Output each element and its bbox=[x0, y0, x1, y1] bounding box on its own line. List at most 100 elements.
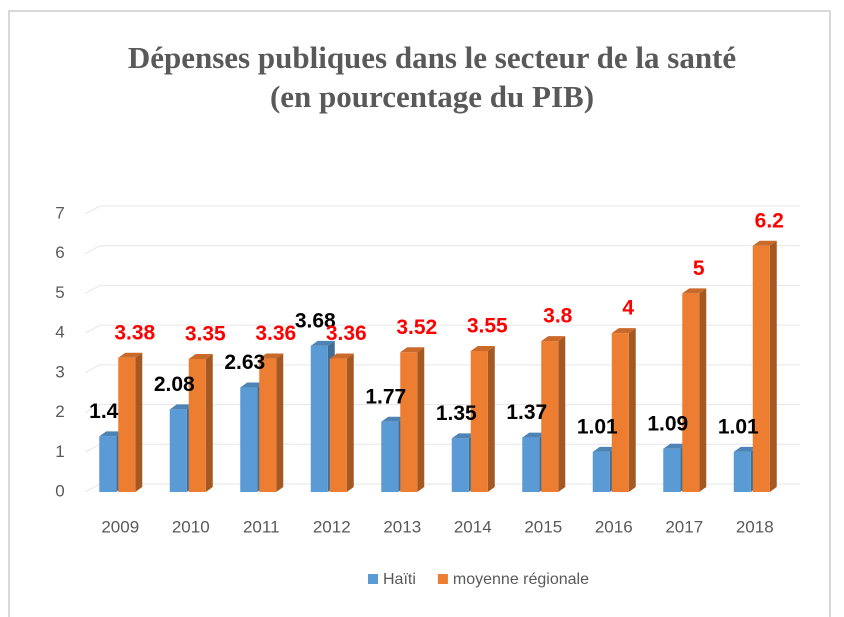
data-label: 3.36 bbox=[255, 322, 296, 345]
bar-front bbox=[682, 293, 700, 492]
bar-side bbox=[487, 346, 495, 492]
bar-top bbox=[329, 353, 354, 359]
bar-top bbox=[310, 340, 335, 346]
bar-front bbox=[188, 358, 206, 492]
bar-front bbox=[592, 451, 610, 492]
bar-side bbox=[769, 240, 777, 492]
bar-top bbox=[240, 382, 265, 388]
grid-line bbox=[84, 205, 800, 215]
bar-side bbox=[276, 353, 284, 492]
data-label: 3.38 bbox=[114, 321, 155, 344]
x-tick-label: 2009 bbox=[101, 517, 139, 536]
bar-front bbox=[310, 345, 328, 492]
legend-label: moyenne régionale bbox=[453, 571, 589, 588]
data-label: 3.68 bbox=[295, 309, 336, 332]
frame bbox=[8, 10, 831, 617]
bar-side bbox=[205, 353, 213, 492]
bar-front bbox=[522, 437, 540, 492]
x-tick-label: 2018 bbox=[736, 517, 774, 536]
y-tick-label: 2 bbox=[55, 402, 64, 421]
bar-top bbox=[400, 347, 425, 353]
bar-top bbox=[451, 433, 476, 439]
legend-label: Haïti bbox=[383, 571, 416, 588]
x-tick-label: 2015 bbox=[524, 517, 562, 536]
y-tick-label: 3 bbox=[55, 362, 64, 381]
chart-subtitle: (en pourcentage du PIB) bbox=[269, 79, 595, 114]
data-label: 3.35 bbox=[185, 323, 226, 346]
bar-top bbox=[188, 353, 213, 359]
bar bbox=[329, 353, 354, 492]
data-label: 3.52 bbox=[396, 316, 437, 339]
grid-line bbox=[84, 245, 800, 255]
bar-top bbox=[470, 346, 495, 352]
bar bbox=[259, 353, 284, 492]
bar-front bbox=[400, 352, 418, 492]
bar-top bbox=[259, 353, 284, 359]
y-tick-label: 1 bbox=[55, 442, 64, 461]
bar bbox=[522, 432, 547, 492]
bar-top bbox=[522, 432, 547, 438]
bar-front bbox=[259, 358, 277, 492]
bar-front bbox=[663, 448, 681, 492]
grid-line bbox=[84, 324, 800, 334]
y-tick-label: 0 bbox=[55, 481, 64, 500]
grid-line bbox=[84, 364, 800, 374]
bar-top bbox=[99, 431, 124, 437]
chart-title: Dépenses publiques dans le secteur de la… bbox=[127, 40, 737, 75]
data-label: 1.37 bbox=[506, 401, 547, 424]
x-tick-label: 2013 bbox=[383, 517, 421, 536]
bar-top bbox=[682, 288, 707, 294]
bar-top bbox=[169, 404, 194, 410]
data-label: 3.36 bbox=[326, 322, 367, 345]
y-tick-label: 5 bbox=[55, 283, 64, 302]
x-tick-label: 2012 bbox=[313, 517, 351, 536]
data-label: 6.2 bbox=[755, 209, 784, 232]
bar-side bbox=[699, 288, 707, 492]
bar-front bbox=[118, 357, 136, 492]
data-label: 1.09 bbox=[647, 412, 688, 435]
bar bbox=[541, 336, 566, 492]
data-label: 2.08 bbox=[154, 373, 195, 396]
bar-front bbox=[99, 436, 117, 492]
data-label: 1.35 bbox=[436, 402, 477, 425]
x-tick-label: 2016 bbox=[595, 517, 633, 536]
x-tick-label: 2011 bbox=[243, 517, 280, 536]
bar-side bbox=[628, 328, 636, 492]
bar-top bbox=[541, 336, 566, 342]
bar-front bbox=[752, 245, 770, 492]
x-tick-label: 2010 bbox=[172, 517, 210, 536]
bar-front bbox=[451, 438, 469, 492]
bar-front bbox=[611, 333, 629, 492]
bar-top bbox=[752, 240, 777, 246]
bar bbox=[611, 328, 636, 492]
bar-side bbox=[417, 347, 425, 492]
bar-top bbox=[381, 416, 406, 422]
data-label: 1.4 bbox=[89, 400, 119, 423]
y-tick-label: 6 bbox=[55, 243, 64, 262]
grid-line bbox=[84, 284, 800, 294]
bar-side bbox=[135, 352, 143, 492]
bar bbox=[118, 352, 143, 492]
bar-front bbox=[733, 451, 751, 492]
bar bbox=[752, 240, 777, 492]
bar-top bbox=[592, 446, 617, 452]
y-tick-label: 7 bbox=[55, 203, 64, 222]
bar-front bbox=[329, 358, 347, 492]
bar-side bbox=[346, 353, 354, 492]
bar-front bbox=[541, 341, 559, 492]
data-label: 5 bbox=[693, 257, 705, 280]
data-label: 1.01 bbox=[577, 415, 618, 438]
grid-line bbox=[84, 404, 800, 414]
bar-front bbox=[169, 409, 187, 492]
x-tick-label: 2017 bbox=[665, 517, 703, 536]
data-label: 2.63 bbox=[224, 351, 265, 374]
data-label: 3.55 bbox=[467, 315, 508, 338]
data-label: 4 bbox=[622, 297, 634, 320]
bar-top bbox=[733, 446, 758, 452]
bar-top bbox=[611, 328, 636, 334]
bar bbox=[682, 288, 707, 492]
legend-swatch bbox=[437, 574, 448, 584]
bar-top bbox=[118, 352, 143, 358]
